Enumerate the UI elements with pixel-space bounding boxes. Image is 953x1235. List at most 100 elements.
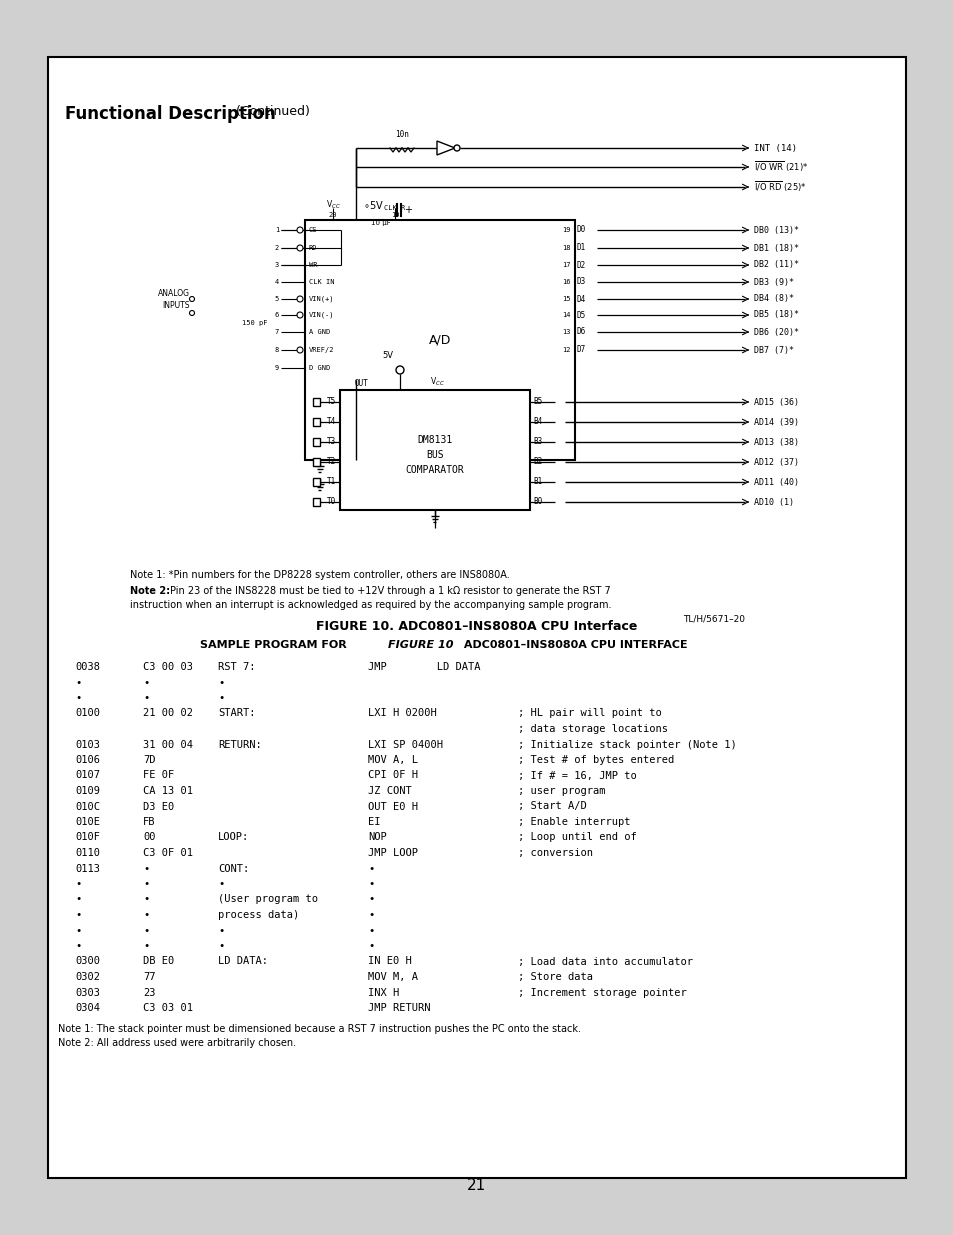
Text: 0303: 0303 [75, 988, 100, 998]
Text: 0302: 0302 [75, 972, 100, 982]
Text: 0103: 0103 [75, 740, 100, 750]
Text: FIGURE 10: FIGURE 10 [388, 640, 453, 650]
Text: 0109: 0109 [75, 785, 100, 797]
Text: 77: 77 [143, 972, 155, 982]
Text: CLK R: CLK R [384, 205, 405, 211]
Text: TL/H/5671–20: TL/H/5671–20 [682, 615, 744, 624]
Text: D5: D5 [577, 310, 586, 320]
Text: •: • [368, 941, 374, 951]
Text: CA 13 01: CA 13 01 [143, 785, 193, 797]
Text: 21: 21 [467, 1178, 486, 1193]
Bar [313, 458, 319, 466]
Circle shape [190, 296, 194, 301]
Text: RST 7:: RST 7: [218, 662, 255, 672]
Text: DM8131: DM8131 [416, 435, 452, 445]
Circle shape [296, 245, 303, 251]
Text: Note 2:: Note 2: [130, 585, 173, 597]
Text: DB7 (7)*: DB7 (7)* [753, 346, 793, 354]
Text: 19: 19 [562, 227, 571, 233]
Text: DB4 (8)*: DB4 (8)* [753, 294, 793, 304]
Text: AD11 (40): AD11 (40) [753, 478, 799, 487]
Text: INX H: INX H [368, 988, 399, 998]
Text: LXI H 0200H: LXI H 0200H [368, 709, 436, 719]
Text: •: • [75, 941, 81, 951]
Text: 10n: 10n [395, 130, 409, 140]
Text: OUT E0 H: OUT E0 H [368, 802, 417, 811]
Text: 1: 1 [274, 227, 278, 233]
Text: •: • [143, 894, 149, 904]
Text: C3 03 01: C3 03 01 [143, 1003, 193, 1013]
Text: 15: 15 [562, 296, 571, 303]
Text: WR: WR [309, 262, 317, 268]
Text: DB E0: DB E0 [143, 956, 174, 967]
Text: B5: B5 [533, 398, 541, 406]
Text: •: • [368, 910, 374, 920]
Text: •: • [218, 879, 224, 889]
Text: LD DATA:: LD DATA: [218, 956, 268, 967]
Text: 16: 16 [562, 279, 571, 285]
Text: 0107: 0107 [75, 771, 100, 781]
Text: •: • [218, 925, 224, 935]
Text: AD13 (38): AD13 (38) [753, 437, 799, 447]
Text: instruction when an interrupt is acknowledged as required by the accompanying sa: instruction when an interrupt is acknowl… [130, 600, 611, 610]
Text: INPUTS: INPUTS [162, 300, 190, 310]
Bar [48, 57, 905, 1178]
Text: 5V: 5V [382, 351, 393, 359]
Circle shape [395, 366, 403, 374]
Text: ; Increment storage pointer: ; Increment storage pointer [517, 988, 686, 998]
Text: D7: D7 [577, 346, 586, 354]
Text: 12: 12 [562, 347, 571, 353]
Text: •: • [143, 941, 149, 951]
Text: •: • [143, 693, 149, 703]
Text: V$_{CC}$: V$_{CC}$ [430, 375, 444, 388]
Text: $\overline{\rm I/O\ RD}$ (25)*: $\overline{\rm I/O\ RD}$ (25)* [753, 180, 806, 194]
Text: AD12 (37): AD12 (37) [753, 457, 799, 467]
Text: BUS: BUS [426, 450, 443, 459]
Text: 0110: 0110 [75, 848, 100, 858]
Text: JMP LOOP: JMP LOOP [368, 848, 417, 858]
Text: ; Enable interrupt: ; Enable interrupt [517, 818, 630, 827]
Text: 13: 13 [562, 329, 571, 335]
Text: VIN(+): VIN(+) [309, 295, 335, 303]
Text: CLK IN: CLK IN [309, 279, 335, 285]
Text: ; If # = 16, JMP to: ; If # = 16, JMP to [517, 771, 636, 781]
Text: ; Test # of bytes entered: ; Test # of bytes entered [517, 755, 674, 764]
Text: LXI SP 0400H: LXI SP 0400H [368, 740, 442, 750]
Text: ; HL pair will point to: ; HL pair will point to [517, 709, 661, 719]
Text: B4: B4 [533, 417, 541, 426]
Text: Note 1: *Pin numbers for the DP8228 system controller, others are INS8080A.: Note 1: *Pin numbers for the DP8228 syst… [130, 571, 509, 580]
Text: 010E: 010E [75, 818, 100, 827]
Text: D4: D4 [577, 294, 586, 304]
Text: D3 E0: D3 E0 [143, 802, 174, 811]
Text: •: • [75, 894, 81, 904]
Circle shape [190, 310, 194, 315]
Text: •: • [368, 894, 374, 904]
Text: ; Start A/D: ; Start A/D [517, 802, 586, 811]
Text: DB0 (13)*: DB0 (13)* [753, 226, 799, 235]
Text: VREF/2: VREF/2 [309, 347, 335, 353]
Text: RD: RD [309, 245, 317, 251]
Text: B0: B0 [533, 498, 541, 506]
Text: ; conversion: ; conversion [517, 848, 593, 858]
Text: 7: 7 [274, 329, 278, 335]
Text: AD15 (36): AD15 (36) [753, 398, 799, 406]
Text: process data): process data) [218, 910, 299, 920]
Text: 31 00 04: 31 00 04 [143, 740, 193, 750]
Text: 8: 8 [274, 347, 278, 353]
Text: 9: 9 [274, 366, 278, 370]
Text: 10 μF: 10 μF [371, 220, 391, 226]
Bar [313, 438, 319, 446]
Text: VIN(-): VIN(-) [309, 311, 335, 319]
Text: FIGURE 10. ADC0801–INS8080A CPU Interface: FIGURE 10. ADC0801–INS8080A CPU Interfac… [316, 620, 637, 634]
Text: JMP        LD DATA: JMP LD DATA [368, 662, 480, 672]
Text: 010F: 010F [75, 832, 100, 842]
Text: T0: T0 [327, 498, 335, 506]
Text: EI: EI [368, 818, 380, 827]
Circle shape [296, 296, 303, 303]
Text: •: • [75, 925, 81, 935]
Text: DB2 (11)*: DB2 (11)* [753, 261, 799, 269]
Text: 7D: 7D [143, 755, 155, 764]
Circle shape [296, 312, 303, 317]
Text: (User program to: (User program to [218, 894, 317, 904]
Text: A/D: A/D [428, 333, 451, 347]
